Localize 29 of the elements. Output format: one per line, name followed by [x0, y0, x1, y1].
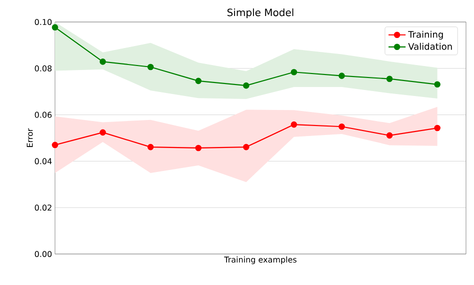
point: [338, 123, 345, 130]
y-tick-label: 0.00: [34, 250, 52, 258]
point: [290, 121, 298, 128]
point: [386, 76, 393, 82]
point: [147, 144, 154, 150]
chart-title: Simple Model: [227, 8, 294, 18]
y-tick-label: 0.08: [34, 65, 52, 72]
point: [434, 81, 440, 88]
y-axis-title: Error: [26, 128, 33, 147]
point: [243, 144, 250, 150]
x-axis-title: Training examples: [224, 256, 296, 264]
y-tick-label: 0.04: [34, 158, 52, 164]
point: [195, 144, 202, 152]
y-tick-label: 0.06: [34, 112, 52, 118]
point: [195, 78, 202, 84]
point: [434, 124, 440, 132]
point: [290, 68, 298, 76]
legend-label: Training: [408, 30, 443, 40]
point: [52, 24, 58, 30]
y-tick-label: 0.02: [34, 204, 52, 211]
point: [386, 132, 393, 139]
point: [100, 129, 106, 136]
point: [100, 58, 106, 65]
point: [147, 64, 154, 70]
legend-label: Validation: [408, 42, 452, 50]
point: [52, 142, 58, 148]
point: [243, 82, 250, 89]
point: [338, 72, 345, 79]
y-tick-label: 0.10: [34, 18, 52, 26]
